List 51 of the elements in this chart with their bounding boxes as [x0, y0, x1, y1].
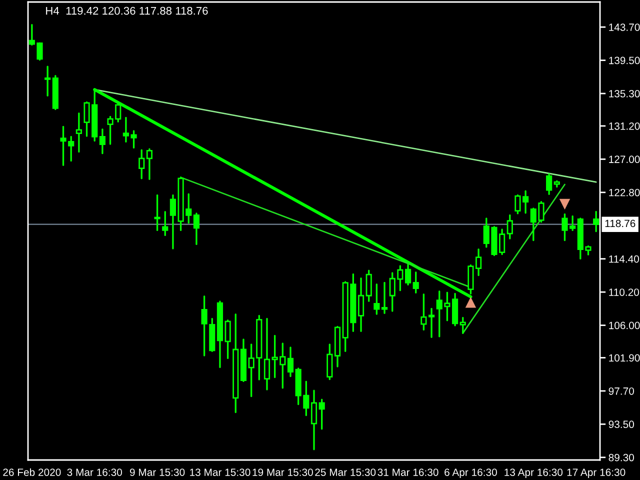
candlestick — [593, 210, 600, 232]
candlestick — [287, 346, 294, 378]
y-tick-label: 114.40 — [609, 255, 640, 263]
x-tick-label: 19 Mar 15:30 — [252, 468, 313, 476]
x-tick-label: 13 Mar 15:30 — [190, 468, 250, 476]
candlestick — [224, 320, 231, 360]
y-tick-label: 143.70 — [609, 24, 640, 31]
y-tick-label: 93.50 — [608, 420, 634, 428]
y-tick-label: 131.20 — [609, 122, 640, 130]
x-tick-label: 31 Mar 16:30 — [378, 468, 438, 476]
y-tick-label: 89.30 — [608, 454, 634, 462]
candlestick — [326, 344, 333, 380]
y-tick-label: 127.00 — [609, 156, 640, 164]
candlestick — [412, 271, 419, 294]
x-tick-label: 25 Mar 15:30 — [315, 468, 376, 476]
candlestick — [460, 316, 466, 334]
y-tick-label: 101.90 — [609, 354, 640, 362]
x-tick-label: 26 Feb 2020 — [3, 468, 61, 476]
ref-line-label: 118.76 — [605, 220, 636, 228]
candlestick — [76, 112, 82, 153]
y-tick-label: 97.70 — [608, 387, 634, 395]
candlestick — [358, 277, 364, 332]
candlestick — [138, 149, 145, 180]
candlestick — [99, 128, 106, 154]
x-tick-label: 9 Mar 15:30 — [130, 468, 185, 476]
y-tick-label: 110.20 — [609, 288, 640, 296]
x-tick-label: 17 Apr 16:30 — [567, 468, 626, 478]
candlestick — [374, 283, 380, 315]
x-tick-label: 6 Apr 16:30 — [444, 468, 497, 478]
candlestick — [264, 318, 270, 390]
x-tick-label: 3 Mar 16:30 — [67, 468, 122, 476]
candlestick — [506, 214, 513, 240]
candlestick — [154, 194, 160, 232]
candlestick — [546, 173, 552, 195]
candlestick — [381, 282, 388, 314]
candlestick — [146, 148, 152, 180]
chart-title: H4 119.42 120.36 117.88 118.76 — [46, 6, 208, 15]
y-tick-label: 122.80 — [609, 188, 640, 196]
y-tick-label: 106.00 — [609, 322, 640, 330]
x-tick-label: 13 Apr 16:30 — [504, 468, 563, 478]
candlestick — [366, 270, 372, 302]
candlestick — [193, 212, 200, 246]
candlestick — [428, 308, 435, 338]
candlestick — [420, 294, 427, 331]
candlestick — [318, 398, 325, 430]
candlestick — [44, 66, 51, 96]
candlestick — [404, 263, 412, 286]
y-tick-label: 135.30 — [609, 90, 640, 98]
candlestick — [162, 211, 168, 236]
y-tick-label: 139.50 — [609, 56, 640, 64]
candlestick — [310, 390, 318, 450]
